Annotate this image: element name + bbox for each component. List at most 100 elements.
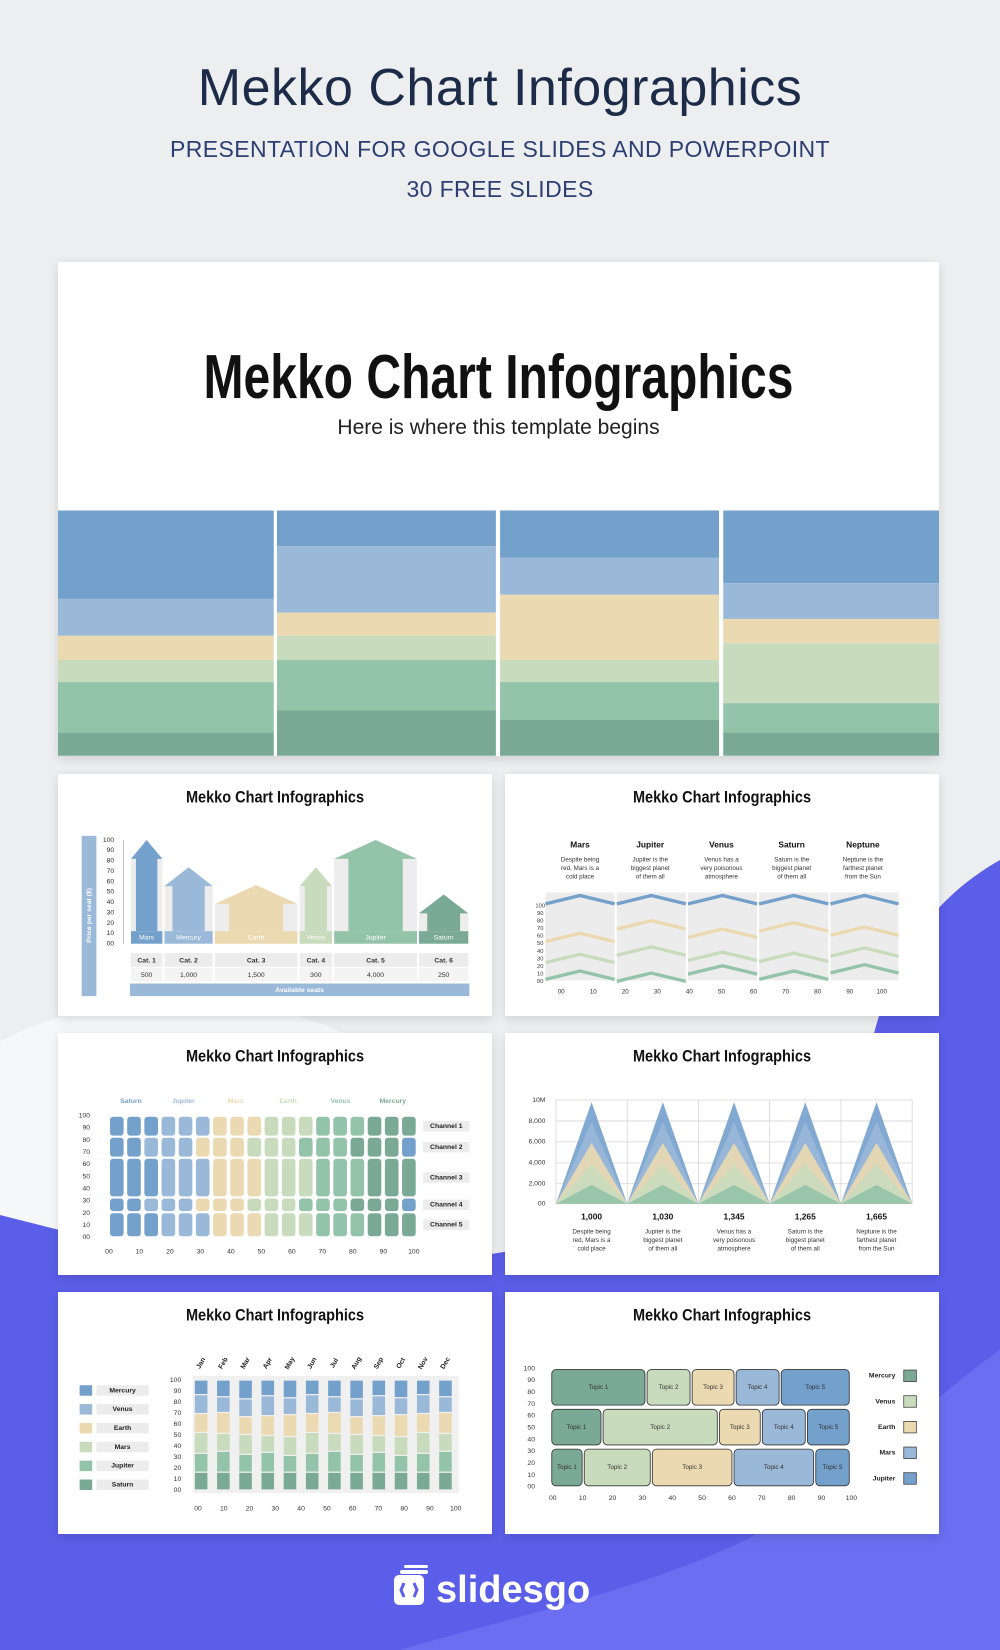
x-tick-label: 90	[818, 1495, 826, 1502]
y-tick-label: 10	[83, 1222, 91, 1229]
planet-text: Saturn is the	[774, 857, 810, 864]
stack-segment	[283, 1456, 297, 1472]
cell	[230, 1158, 244, 1197]
x-tick-label: 10	[136, 1249, 144, 1256]
legend-bg	[96, 1385, 149, 1396]
y-tick-label: 90	[537, 911, 543, 917]
column-text: atmosphere	[718, 1245, 752, 1252]
y-tick-label: 10	[537, 971, 543, 977]
cell	[213, 1137, 227, 1157]
stack-segment	[394, 1437, 408, 1455]
cell	[110, 1158, 124, 1197]
cell	[333, 1116, 347, 1136]
cell	[144, 1213, 158, 1237]
stack-segment	[350, 1435, 363, 1454]
band-segment	[276, 635, 496, 660]
y-tick-label: 30	[527, 1448, 535, 1455]
cell	[419, 953, 469, 967]
x-tick-label: 30	[272, 1506, 280, 1513]
month-label: Feb	[218, 1356, 230, 1370]
y-tick-label: 00	[537, 979, 543, 985]
cell	[402, 1198, 416, 1212]
y-tick-label: 20	[107, 920, 115, 927]
cell	[144, 1158, 158, 1197]
stack-segment	[350, 1472, 363, 1490]
x-tick-label: 30	[197, 1249, 205, 1256]
legend-swatch	[903, 1395, 917, 1408]
bar-label-bg	[419, 931, 469, 944]
x-tick-label: 90	[426, 1506, 434, 1513]
cell	[402, 1116, 416, 1136]
y-tick-label: 00	[107, 941, 115, 948]
cell	[214, 967, 298, 982]
cell	[178, 1137, 193, 1157]
cell	[367, 1116, 382, 1136]
planet-text: Despite being	[561, 857, 600, 864]
channel-label: Channel 3	[430, 1174, 463, 1181]
band-line	[758, 951, 829, 964]
stack-segment	[416, 1380, 430, 1395]
y-tick-label: 90	[83, 1125, 91, 1132]
stack-segment	[394, 1472, 408, 1490]
cell	[130, 953, 163, 967]
hero-band	[58, 510, 939, 756]
topic-label: Topic 1	[566, 1424, 586, 1431]
column-value: 1,665	[866, 1212, 887, 1222]
cell	[281, 1158, 296, 1197]
cell	[281, 1137, 296, 1157]
stack-segment	[394, 1380, 408, 1398]
legend-bg	[96, 1460, 149, 1472]
band-line	[830, 925, 899, 937]
cell	[299, 953, 333, 967]
x-tick-label: 00	[105, 1249, 113, 1256]
stack-segment	[328, 1451, 341, 1472]
x-tick-label: 40	[668, 1495, 676, 1502]
x-label: Available seats	[275, 987, 324, 994]
brand: slidesgo	[436, 1569, 590, 1611]
y-tick-label: 50	[537, 941, 543, 947]
value: 300	[310, 972, 322, 979]
x-tick-label: 00	[558, 989, 565, 996]
stack-segment	[439, 1380, 452, 1397]
y-tick-label: 2,000	[528, 1181, 545, 1188]
legend-label: Mars	[115, 1444, 131, 1451]
y-tick-label: 100	[524, 1365, 536, 1372]
stack-segment	[217, 1397, 230, 1412]
y-tick-label: 70	[107, 868, 115, 875]
cell	[419, 967, 469, 982]
cell	[281, 1198, 296, 1212]
cell	[247, 1158, 262, 1197]
hero-title: Mekko Chart Infographics	[204, 343, 794, 412]
x-tick-label: 60	[349, 1506, 357, 1513]
month-label: Aug	[351, 1356, 364, 1371]
y-tick-label: 60	[174, 1421, 182, 1428]
planet-name: Jupiter	[172, 1098, 195, 1105]
cell	[230, 1116, 244, 1136]
legend-bg	[96, 1404, 149, 1415]
y-tick-label: 40	[174, 1443, 182, 1450]
legend-label: Mars	[880, 1450, 896, 1457]
y-tick-label: 80	[174, 1399, 182, 1406]
column-text: from the Sun	[859, 1245, 895, 1252]
x-tick-label: 100	[450, 1506, 462, 1513]
cell	[144, 1198, 158, 1212]
stack-segment	[416, 1433, 430, 1453]
stack-segment	[261, 1416, 275, 1435]
value: 500	[141, 972, 153, 979]
band-segment	[58, 598, 274, 636]
legend-swatch	[903, 1369, 917, 1382]
topic-label: Topic 5	[805, 1384, 825, 1391]
band-segment	[723, 703, 939, 733]
stack-segment	[305, 1472, 319, 1490]
bar-label: Jupiter	[365, 935, 386, 942]
band-line	[687, 963, 758, 976]
triangle	[627, 1184, 699, 1204]
y-tick-label: 00	[174, 1487, 182, 1494]
arrow-head	[130, 840, 163, 859]
y-tick-label: 40	[83, 1185, 91, 1192]
band-segment	[500, 682, 720, 720]
month-label: Mar	[240, 1356, 252, 1370]
x-tick-label: 10	[590, 989, 597, 996]
legend-swatch	[79, 1385, 93, 1396]
band-line	[616, 893, 687, 906]
